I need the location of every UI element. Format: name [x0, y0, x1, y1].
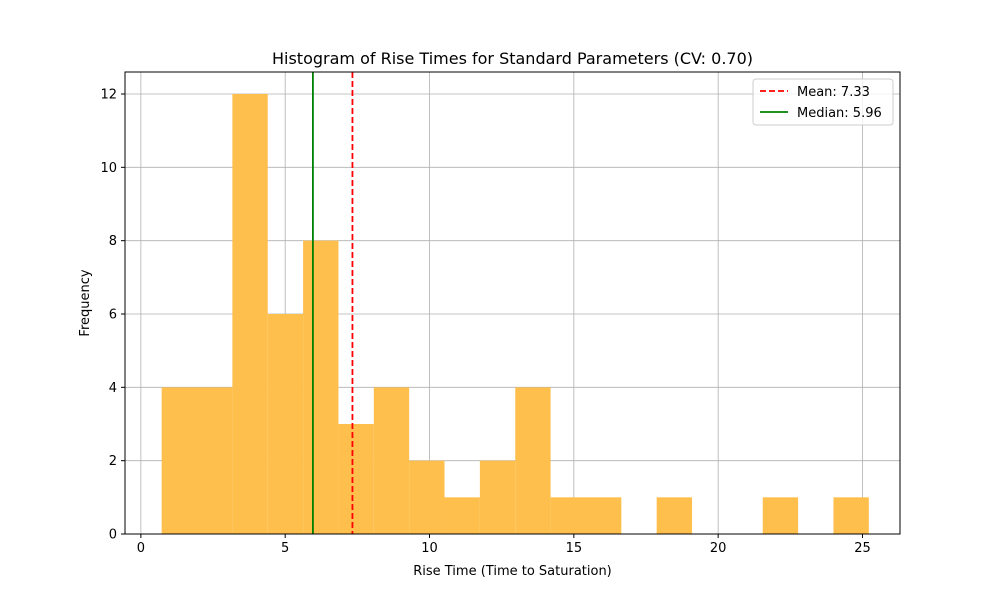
x-tick-label: 5: [281, 541, 289, 556]
reference-lines: [312, 72, 354, 534]
x-axis-label: Rise Time (Time to Saturation): [413, 564, 612, 579]
y-tick-label: 4: [109, 381, 117, 396]
histogram-bar: [303, 240, 339, 534]
histogram-bar: [550, 497, 622, 534]
y-axis-ticks: 0 2 4 6 8 10 12: [100, 88, 125, 543]
legend-median-label: Median: 5.96: [797, 106, 882, 121]
x-tick-label: 20: [710, 541, 727, 556]
histogram-bar: [409, 460, 445, 534]
x-tick-label: 0: [137, 541, 145, 556]
x-axis-ticks: 0 5 10 15 20 25: [137, 534, 871, 556]
y-axis-label: Frequency: [78, 269, 93, 336]
histogram-bar: [479, 460, 516, 534]
histogram-bar: [515, 387, 551, 534]
x-tick-label: 10: [421, 541, 438, 556]
histogram-bar: [762, 497, 799, 534]
histogram-bar: [833, 497, 869, 534]
histogram-bar: [267, 314, 304, 534]
histogram-bar: [373, 387, 410, 534]
histogram-bar: [232, 94, 268, 534]
histogram-bar: [656, 497, 693, 534]
y-tick-label: 12: [100, 88, 117, 103]
y-tick-label: 10: [100, 161, 117, 176]
x-tick-label: 25: [854, 541, 871, 556]
y-tick-label: 2: [109, 454, 117, 469]
histogram-bar: [338, 424, 374, 534]
x-tick-label: 15: [566, 541, 583, 556]
legend-mean-label: Mean: 7.33: [797, 85, 870, 100]
histogram-bar: [161, 387, 233, 534]
axes-frame: [124, 71, 901, 535]
y-tick-label: 8: [109, 234, 117, 249]
legend: Mean: 7.33 Median: 5.96: [752, 78, 894, 126]
y-tick-label: 6: [109, 308, 117, 323]
chart-title: Histogram of Rise Times for Standard Par…: [272, 49, 753, 68]
y-tick-label: 0: [109, 528, 117, 543]
histogram-bar: [444, 497, 480, 534]
histogram-bars: [161, 94, 869, 534]
